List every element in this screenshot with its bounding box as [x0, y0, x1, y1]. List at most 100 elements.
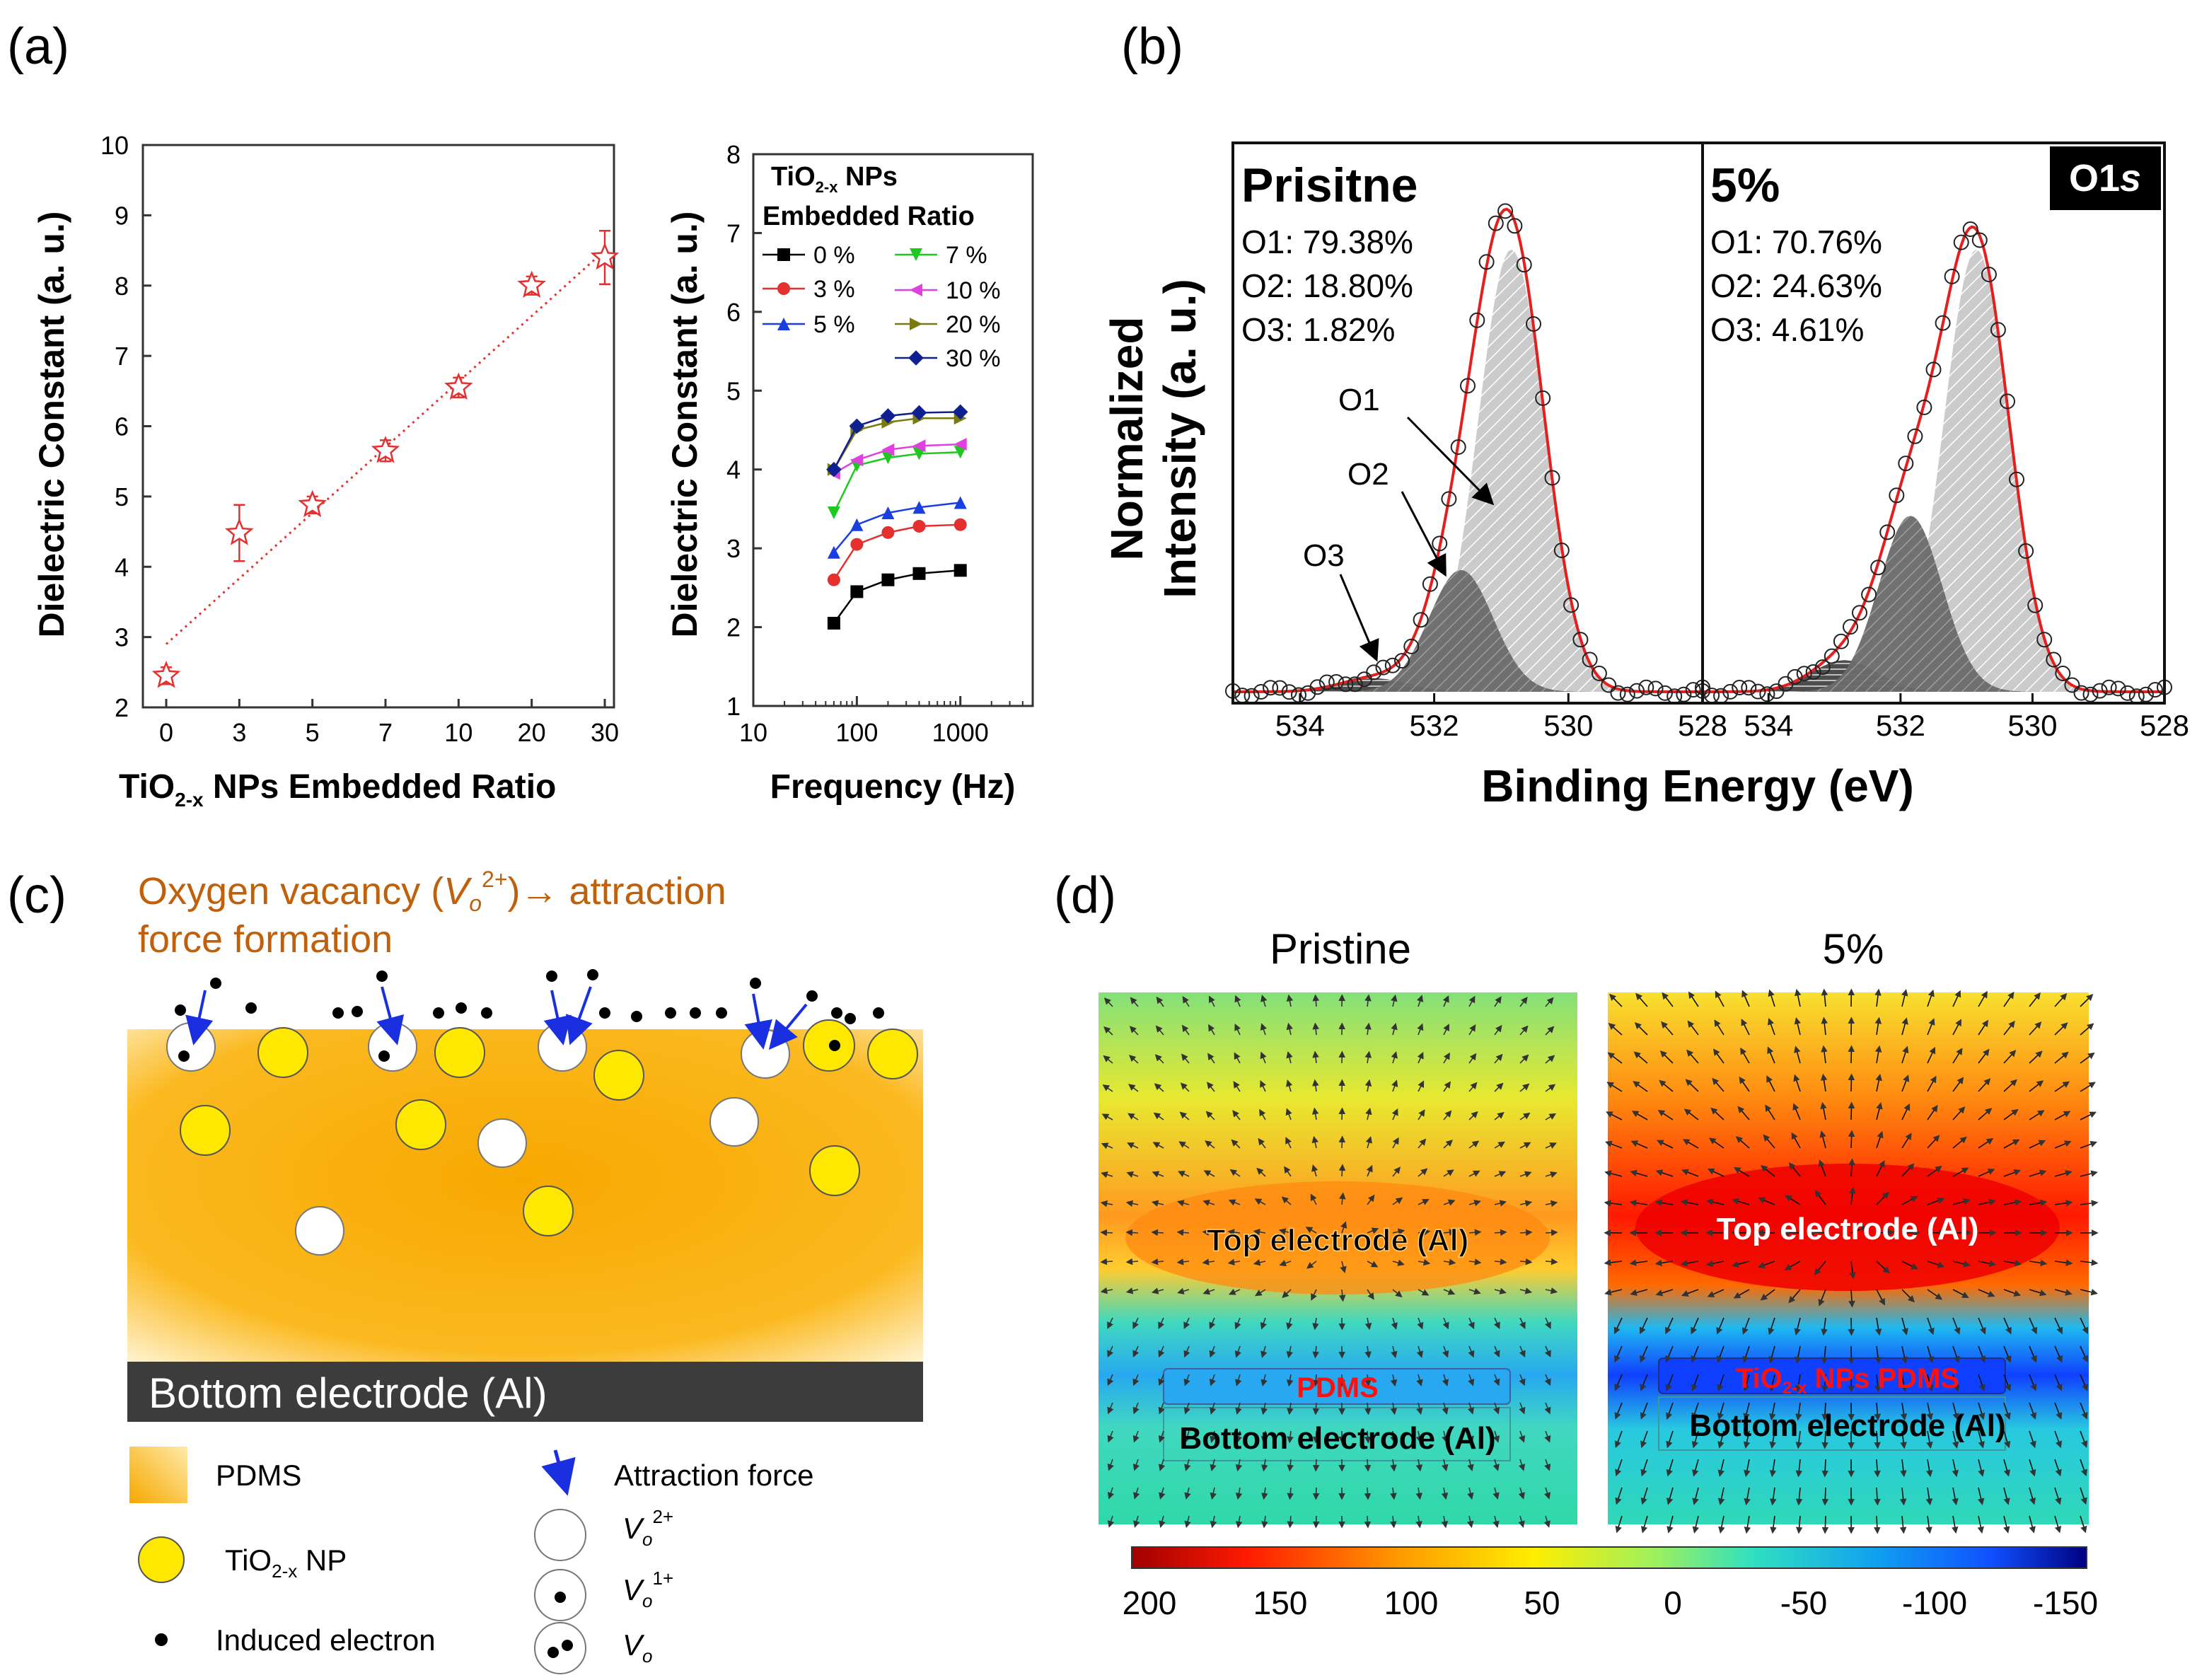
field-vector [2054, 1259, 2073, 1266]
plot-frame [141, 144, 615, 709]
field-vector [1707, 1289, 1724, 1297]
series-point [827, 506, 840, 519]
field-vector [1683, 1108, 1699, 1120]
field-vector [1311, 1107, 1319, 1120]
raw-data-point [1403, 638, 1420, 654]
raw-data-point [1610, 685, 1626, 701]
field-vector [1126, 1171, 1139, 1178]
field-vector [1338, 1289, 1346, 1302]
field-vector [1208, 1024, 1215, 1036]
field-vector [1182, 996, 1190, 1007]
field-vector [1391, 1079, 1398, 1092]
raw-data-point [1953, 234, 1969, 250]
field-vector [2003, 1260, 2022, 1267]
field-vector [1733, 1166, 1750, 1177]
legend-entry-label: 20 % [946, 311, 1001, 338]
raw-data-point [1553, 543, 1570, 558]
series-point [850, 585, 864, 598]
legend-force-arrow [541, 1449, 576, 1496]
field-vector [2080, 1288, 2098, 1296]
field-vector [2054, 1317, 2063, 1335]
field-vector [1494, 1053, 1503, 1064]
tio2-np [434, 1027, 485, 1078]
field-vector [2054, 993, 2068, 1007]
colorbar-tick-label: -50 [1780, 1585, 1827, 1621]
field-vector [2029, 1080, 2044, 1092]
induced-electron [245, 1002, 257, 1014]
field-vector [1901, 1017, 1908, 1036]
field-vector [2080, 1140, 2098, 1149]
field-vector [1184, 1430, 1191, 1443]
induced-electron [546, 971, 557, 982]
field-vector [1952, 1515, 1959, 1534]
field-vector [2003, 1079, 2017, 1092]
field-vector [1680, 1199, 1699, 1206]
legend-marker [910, 284, 922, 296]
field-vector [1391, 994, 1398, 1007]
field-vector [1158, 1374, 1165, 1386]
field-vector [1391, 1345, 1398, 1359]
field-vector [1390, 1487, 1397, 1500]
y-tick-label: 6 [115, 412, 129, 441]
raw-data-point [2138, 686, 2154, 702]
field-vector [1202, 1258, 1215, 1265]
induced-electron [599, 1007, 610, 1019]
field-vector [1415, 1459, 1423, 1472]
field-vector [1260, 1051, 1267, 1064]
field-vector [1415, 1515, 1422, 1529]
y-tick-label: 7 [115, 342, 129, 371]
field-vector [1184, 1459, 1191, 1471]
field-vector [1259, 1108, 1266, 1120]
induced-electron [831, 1007, 842, 1019]
heading-line1: Oxygen vacancy (Vo2+)→ attraction [138, 867, 726, 916]
field-vector [2003, 1345, 2012, 1363]
field-vector [2054, 1111, 2071, 1120]
field-vector [1235, 1487, 1243, 1500]
colorbar-tick-label: -100 [1902, 1585, 1967, 1621]
field-vector [1692, 1459, 1699, 1477]
legend-pdms-swatch [129, 1447, 187, 1503]
field-vector [1107, 1345, 1114, 1358]
legend-entry-label: 7 % [946, 242, 987, 269]
field-vector [2029, 1374, 2037, 1391]
series-point [827, 617, 840, 630]
field-vector [1210, 1487, 1217, 1500]
series-point [953, 438, 967, 451]
field-vector [1820, 1101, 1827, 1120]
field-vector [1978, 1459, 1985, 1477]
field-vector [1417, 1317, 1424, 1330]
field-vector [2054, 1459, 2062, 1477]
field-vector [1278, 1228, 1292, 1235]
field-vector [1901, 1374, 1908, 1393]
peak-fill-o2 [1703, 516, 2164, 692]
field-vector [1132, 1374, 1140, 1386]
field-vector [1926, 1430, 1933, 1449]
induced-electron [332, 1007, 344, 1019]
field-vector [1925, 1515, 1932, 1534]
field-vector [1717, 1374, 1724, 1392]
field-vector [2054, 1199, 2073, 1207]
y-tick-label: 10 [100, 131, 129, 160]
raw-data-point [1889, 487, 1905, 504]
field-vector [1710, 1107, 1724, 1120]
field-vector [1103, 997, 1113, 1007]
y-tick-label: 5 [726, 376, 741, 405]
field-vector [1978, 1198, 1996, 1206]
raw-data-point [1516, 257, 1532, 273]
field-vector [1519, 1258, 1533, 1265]
field-vector [1519, 1112, 1531, 1120]
field-vector [1717, 1430, 1724, 1449]
x-tick-label: 1000 [932, 718, 989, 747]
field-vector [1125, 1229, 1139, 1236]
field-vector [1874, 1374, 1882, 1393]
raw-data-point [2055, 666, 2071, 681]
field-vector [1741, 1317, 1750, 1335]
field-vector [1742, 1345, 1750, 1364]
field-vector [1235, 1515, 1243, 1529]
field-vector [1665, 1374, 1674, 1391]
field-vector [1901, 1195, 1918, 1205]
legend-vo-electron-2 [562, 1640, 573, 1651]
field-vector [1926, 1402, 1934, 1421]
field-vector [1305, 1227, 1317, 1234]
